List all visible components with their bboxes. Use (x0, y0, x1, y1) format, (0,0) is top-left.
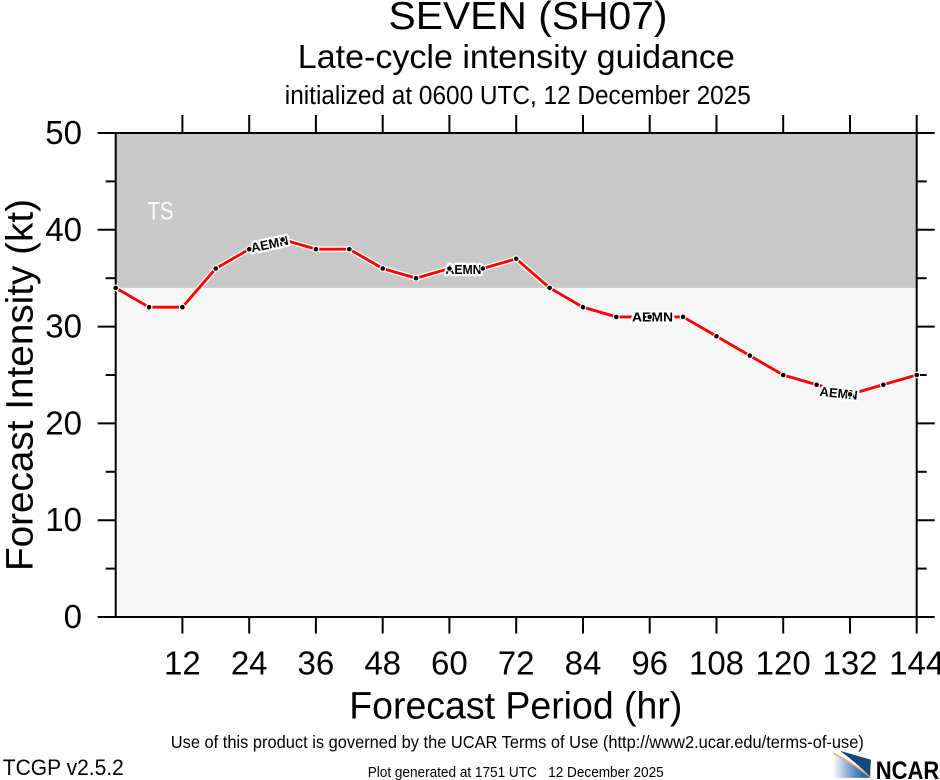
svg-text:72: 72 (498, 645, 535, 682)
svg-text:12: 12 (164, 645, 201, 682)
svg-text:Late-cycle intensity guidance: Late-cycle intensity guidance (298, 39, 735, 76)
svg-text:24: 24 (231, 645, 268, 682)
svg-text:108: 108 (689, 645, 744, 682)
svg-text:initialized at 0600 UTC, 12 De: initialized at 0600 UTC, 12 December 202… (285, 82, 751, 110)
svg-text:50: 50 (45, 114, 82, 151)
svg-text:TCGP v2.5.2: TCGP v2.5.2 (3, 755, 124, 780)
svg-text:30: 30 (45, 308, 82, 345)
svg-text:60: 60 (431, 645, 468, 682)
svg-text:20: 20 (45, 404, 82, 441)
svg-text:Use of this product is governe: Use of this product is governed by the U… (171, 732, 864, 752)
svg-text:Forecast Period (hr): Forecast Period (hr) (349, 686, 682, 728)
svg-text:36: 36 (298, 645, 335, 682)
svg-text:Forecast Intensity (kt): Forecast Intensity (kt) (0, 199, 42, 571)
svg-text:48: 48 (364, 645, 401, 682)
svg-text:96: 96 (631, 645, 668, 682)
svg-text:84: 84 (565, 645, 602, 682)
svg-text:AEMN: AEMN (446, 262, 482, 277)
svg-text:10: 10 (45, 501, 82, 538)
svg-text:40: 40 (45, 211, 82, 248)
svg-text:0: 0 (64, 598, 82, 635)
svg-text:SEVEN (SH07): SEVEN (SH07) (389, 0, 668, 38)
svg-text:Plot generated at 1751 UTC 1: Plot generated at 1751 UTC 12 December 2… (368, 764, 664, 780)
svg-text:AEMN: AEMN (819, 384, 858, 403)
svg-text:132: 132 (822, 645, 877, 682)
svg-text:144: 144 (889, 645, 940, 682)
svg-text:TS: TS (148, 197, 174, 225)
svg-text:120: 120 (756, 645, 811, 682)
svg-text:NCAR: NCAR (876, 757, 940, 780)
